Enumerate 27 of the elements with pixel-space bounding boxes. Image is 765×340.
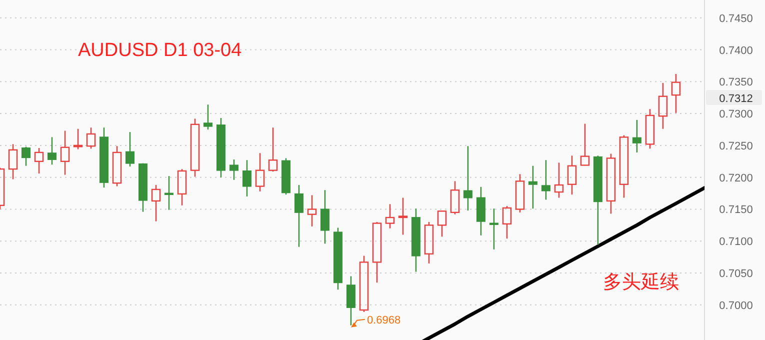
annotation: 0.6968 (366, 314, 401, 326)
candlestick (463, 145, 472, 212)
candlestick (567, 155, 577, 196)
y-tick-label: 0.7300 (719, 108, 753, 121)
candlestick (528, 165, 538, 210)
y-tick-label: 0.7250 (719, 140, 753, 152)
candlestick (398, 197, 408, 236)
candlestick (242, 160, 252, 198)
y-tick-label: 0.7200 (719, 172, 753, 184)
candlestick (60, 130, 70, 176)
y-tick-label: 0.7000 (719, 300, 753, 312)
candlestick (307, 194, 317, 228)
candlestick (164, 175, 174, 210)
candlestick (476, 186, 486, 236)
y-tick-label: 0.7350 (719, 76, 753, 89)
annotation: 多头延续 (603, 272, 679, 293)
y-tick-label: 0.7400 (719, 44, 753, 57)
text: 0.7312 (719, 93, 753, 105)
candlestick (632, 119, 642, 154)
candlestick (320, 189, 330, 244)
y-tick-label: 0.7150 (719, 204, 753, 216)
y-tick-label: 0.7100 (719, 236, 753, 248)
y-tick-label: 0.7450 (719, 12, 753, 25)
y-tick-label: 0.7050 (719, 268, 753, 280)
text: AUDUSD D1 03-04 (78, 40, 242, 61)
candlestick (489, 208, 498, 250)
candlestick (658, 82, 668, 130)
